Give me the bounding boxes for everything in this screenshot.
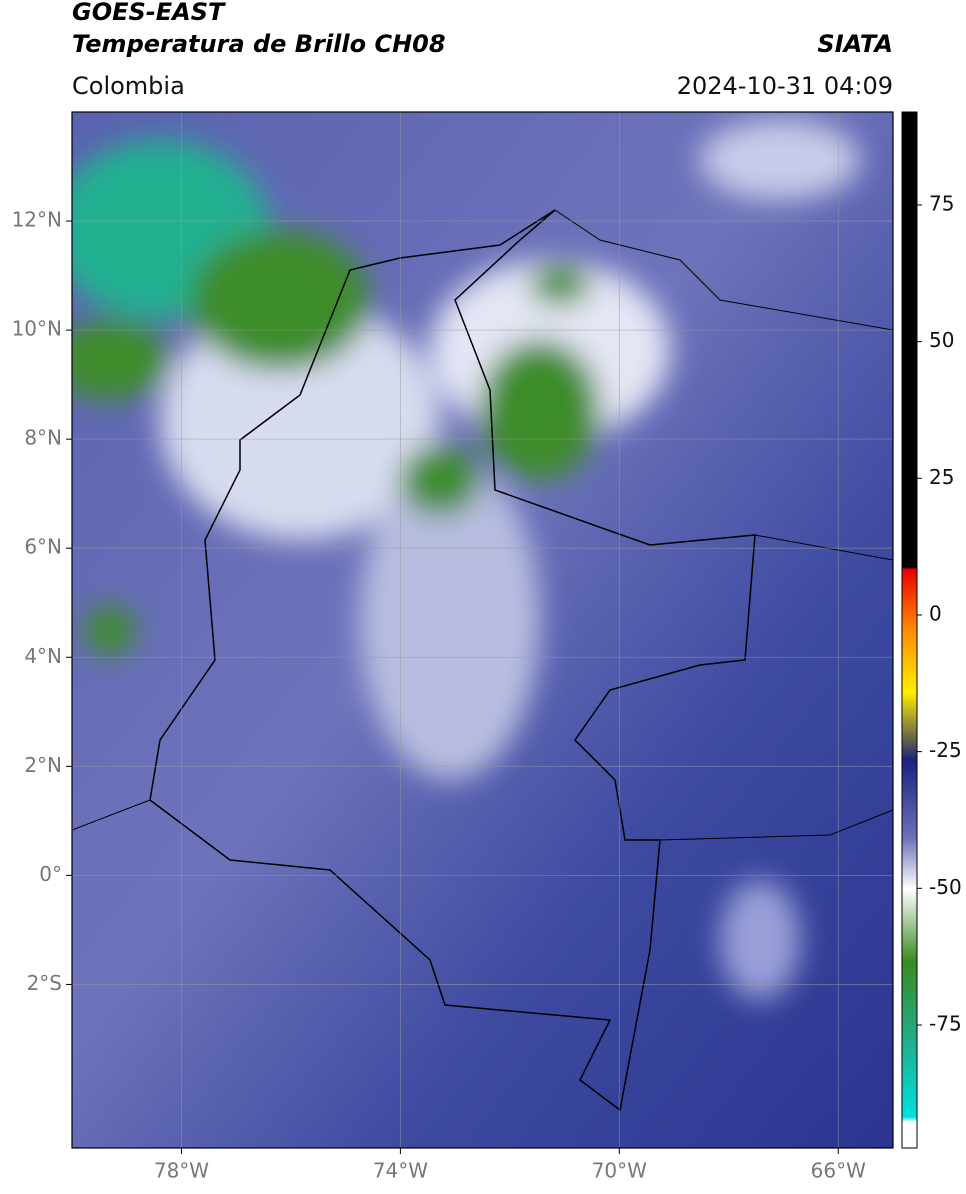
- source: SIATA: [817, 30, 893, 58]
- colorbar-tick-label: -50: [929, 875, 962, 899]
- x-tick-label: 74°W: [373, 1159, 428, 1183]
- colorbar-tick-label: -75: [929, 1011, 962, 1035]
- y-tick-label: 6°N: [24, 535, 62, 559]
- title: GOES-EAST: [72, 0, 226, 26]
- colorbar-tick-label: 0: [929, 601, 942, 625]
- satellite-image: [72, 112, 893, 1148]
- colorbar: [901, 111, 918, 1149]
- y-tick-label: 2°S: [27, 971, 62, 995]
- x-tick-label: 78°W: [154, 1159, 209, 1183]
- y-tick-label: 4°N: [24, 644, 62, 668]
- colorbar-tick-label: 75: [929, 191, 954, 215]
- y-tick-label: 8°N: [24, 426, 62, 450]
- colorbar-tick-label: 50: [929, 328, 954, 352]
- y-tick-label: 0°: [39, 862, 62, 886]
- y-tick-label: 10°N: [12, 317, 62, 341]
- x-tick-label: 66°W: [811, 1159, 866, 1183]
- region: Colombia: [72, 72, 185, 100]
- map-frame: [71, 111, 894, 1149]
- title: Temperatura de Brillo CH08: [72, 30, 446, 58]
- y-tick-label: 2°N: [24, 753, 62, 777]
- x-tick-label: 70°W: [592, 1159, 647, 1183]
- y-tick-label: 12°N: [12, 208, 62, 232]
- datetime: 2024-10-31 04:09: [677, 72, 893, 100]
- colorbar-tick-label: 25: [929, 465, 954, 489]
- colorbar-tick-label: -25: [929, 738, 962, 762]
